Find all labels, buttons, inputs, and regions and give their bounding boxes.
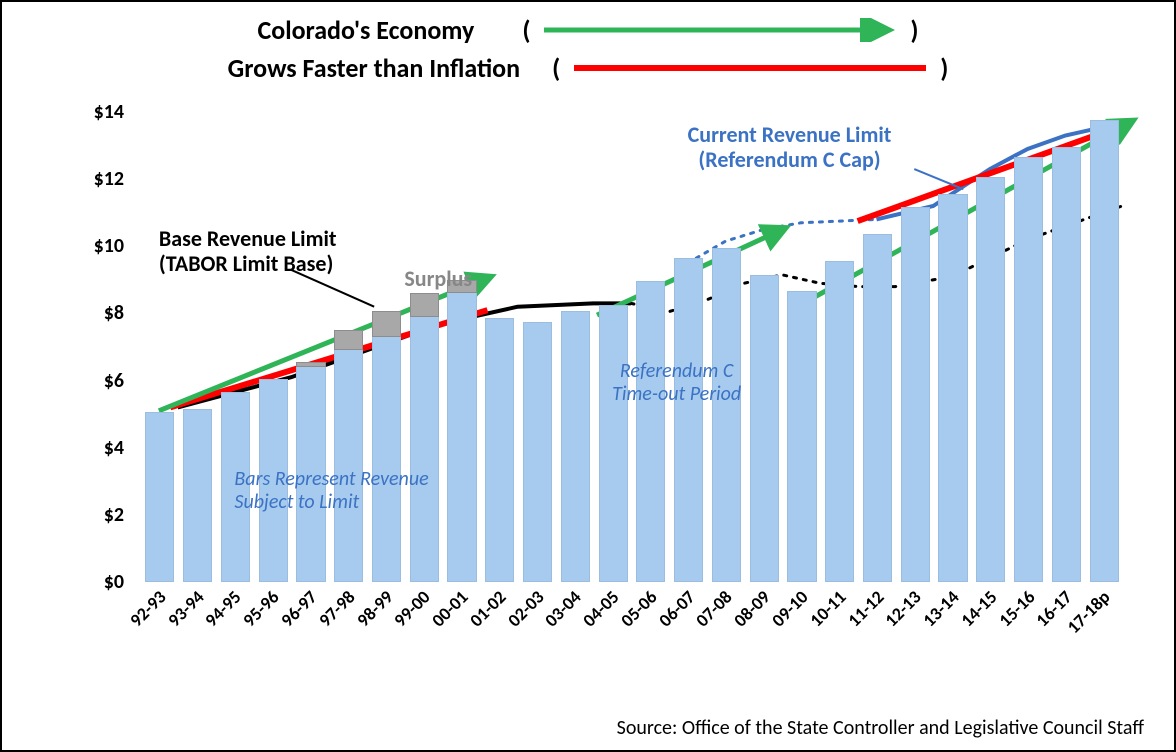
label-referendum-c-period: Referendum CTime-out Period [612, 360, 741, 406]
label-base-revenue-limit: Base Revenue Limit(TABOR Limit Base) [159, 226, 337, 277]
y-tick-label: $12 [94, 167, 124, 191]
revenue-bar [674, 258, 703, 582]
x-axis: 92-9393-9494-9595-9696-9797-9898-9999-00… [140, 582, 1122, 652]
paren-close-1: ) [910, 14, 918, 46]
label-current-revenue-limit: Current Revenue Limit(Referendum C Cap) [688, 122, 892, 173]
revenue-bar [712, 248, 741, 582]
chart-area: $0$2$4$6$8$10$12$14 Base Revenue Limit(T… [62, 112, 1132, 652]
revenue-bar [636, 281, 665, 582]
revenue-bar [1090, 120, 1119, 582]
paren-open-2: ( [552, 52, 560, 84]
plot-area: Base Revenue Limit(TABOR Limit Base) Surp… [140, 112, 1122, 582]
surplus-bar [296, 362, 325, 367]
revenue-bar [787, 291, 816, 582]
label-bars-represent: Bars Represent RevenueSubject to Limit [234, 468, 428, 514]
revenue-bar [145, 412, 174, 582]
legend-inflation-line [570, 56, 930, 80]
revenue-bar [1052, 147, 1081, 582]
title-line-1: Colorado's Economy [257, 14, 474, 46]
legend-economy-arrow [540, 18, 900, 42]
legend-row-1: Colorado's Economy ( ) [2, 14, 1174, 46]
source-text: Source: Office of the State Controller a… [617, 716, 1144, 740]
revenue-bar [976, 177, 1005, 582]
revenue-bar [1014, 157, 1043, 582]
revenue-bar [485, 318, 514, 582]
surplus-bar [410, 293, 439, 317]
revenue-bar [410, 315, 439, 582]
revenue-bar [599, 305, 628, 582]
y-tick-label: $2 [104, 503, 124, 527]
revenue-bar [901, 207, 930, 582]
y-tick-label: $10 [94, 234, 124, 258]
y-tick-label: $0 [104, 570, 124, 594]
revenue-bar [863, 234, 892, 582]
revenue-bar [750, 275, 779, 583]
revenue-bar [825, 261, 854, 582]
revenue-bar [938, 194, 967, 582]
revenue-bar [183, 409, 212, 582]
y-axis: $0$2$4$6$8$10$12$14 [62, 112, 136, 582]
y-tick-label: $6 [104, 369, 124, 393]
title-line-2: Grows Faster than Inflation [228, 52, 520, 84]
revenue-bar [372, 335, 401, 582]
y-tick-label: $8 [104, 301, 124, 325]
legend-row-2: Grows Faster than Inflation ( ) [2, 52, 1174, 84]
y-tick-label: $14 [94, 100, 124, 124]
revenue-bar [523, 322, 552, 583]
chart-frame: Colorado's Economy ( ) Grows Faster than… [0, 0, 1176, 752]
paren-open-1: ( [522, 14, 530, 46]
surplus-bar [372, 311, 401, 337]
surplus-bar [334, 330, 363, 350]
y-tick-label: $4 [104, 436, 124, 460]
label-surplus: Surplus [404, 266, 472, 291]
revenue-bar [561, 311, 590, 582]
paren-close-2: ) [940, 52, 948, 84]
revenue-bar [334, 348, 363, 582]
revenue-bar [447, 291, 476, 582]
